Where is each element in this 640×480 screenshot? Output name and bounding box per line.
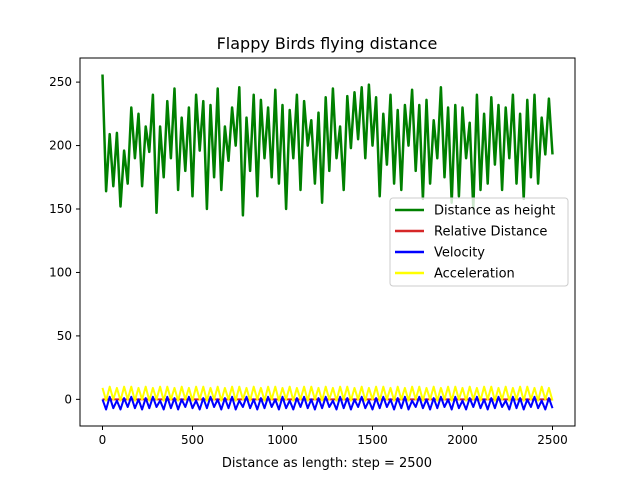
x-tick-label: 1500	[357, 433, 388, 447]
x-axis-label: Distance as length: step = 2500	[222, 456, 432, 471]
legend-label: Velocity	[434, 246, 485, 261]
chart-title: Flappy Birds flying distance	[217, 34, 438, 53]
x-tick-label: 1000	[267, 433, 298, 447]
x-tick-label: 2000	[447, 433, 478, 447]
x-tick-label: 0	[99, 433, 107, 447]
x-tick-label: 2500	[537, 433, 568, 447]
legend-label: Distance as height	[434, 204, 555, 219]
series-line-distance-as-height	[101, 74, 554, 217]
y-tick-label: 150	[49, 202, 72, 216]
plot-lines	[101, 74, 554, 411]
legend-box	[389, 197, 569, 287]
y-tick-label: 50	[57, 329, 72, 343]
y-tick-label: 0	[64, 392, 72, 406]
series-line-acceleration	[101, 385, 554, 402]
legend-label: Relative Distance	[434, 225, 547, 240]
x-tick-label: 500	[181, 433, 204, 447]
y-tick-label: 100	[49, 265, 72, 279]
plot-frame	[79, 57, 576, 427]
legend-label: Acceleration	[434, 267, 515, 282]
y-tick-label: 200	[49, 139, 72, 153]
series-line-velocity	[101, 395, 554, 411]
y-axis-ticks: 0 50 100 150 200 250	[49, 75, 80, 406]
chart-legend: Distance as height Relative Distance Veloc…	[389, 197, 569, 287]
x-axis-ticks: 0 500 1000 1500 2000 2500	[99, 426, 568, 447]
y-tick-label: 250	[49, 75, 72, 89]
